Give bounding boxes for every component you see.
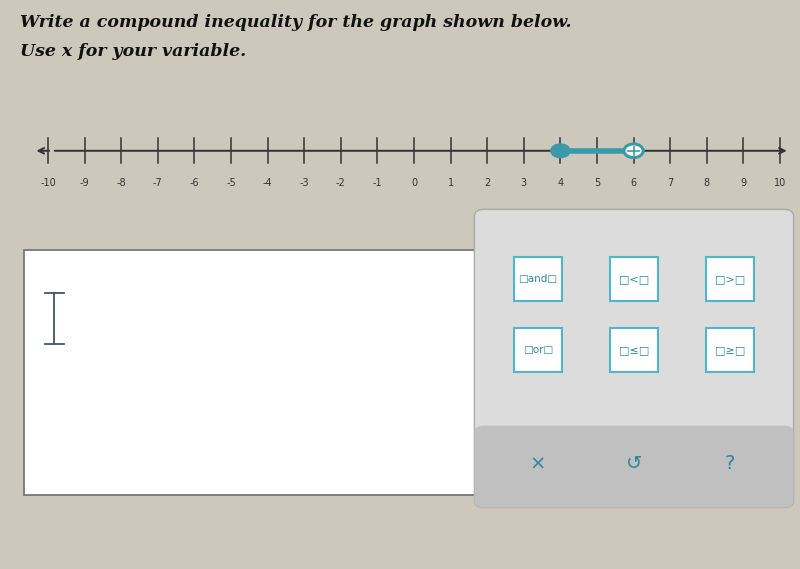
- Text: -9: -9: [80, 178, 90, 188]
- Text: ×: ×: [530, 454, 546, 473]
- FancyBboxPatch shape: [610, 257, 658, 301]
- Text: 5: 5: [594, 178, 600, 188]
- Circle shape: [550, 144, 570, 158]
- Text: ↺: ↺: [626, 454, 642, 473]
- FancyBboxPatch shape: [514, 328, 562, 372]
- Text: 7: 7: [667, 178, 674, 188]
- Text: □≥□: □≥□: [715, 345, 745, 355]
- Text: -5: -5: [226, 178, 236, 188]
- Text: □<□: □<□: [619, 274, 649, 284]
- Text: □and□: □and□: [518, 274, 558, 284]
- Text: 0: 0: [411, 178, 417, 188]
- FancyBboxPatch shape: [706, 257, 754, 301]
- Text: -1: -1: [373, 178, 382, 188]
- Text: 3: 3: [521, 178, 527, 188]
- Text: Write a compound inequality for the graph shown below.: Write a compound inequality for the grap…: [20, 14, 571, 31]
- Text: -3: -3: [299, 178, 309, 188]
- Text: □≤□: □≤□: [619, 345, 649, 355]
- Text: 4: 4: [558, 178, 563, 188]
- Text: -10: -10: [40, 178, 56, 188]
- Text: □>□: □>□: [715, 274, 745, 284]
- FancyBboxPatch shape: [474, 209, 794, 508]
- FancyBboxPatch shape: [24, 250, 476, 495]
- Text: □or□: □or□: [523, 345, 553, 355]
- FancyBboxPatch shape: [474, 426, 794, 508]
- Text: -7: -7: [153, 178, 162, 188]
- Text: ?: ?: [725, 454, 735, 473]
- Text: 8: 8: [704, 178, 710, 188]
- Text: 2: 2: [484, 178, 490, 188]
- Text: -8: -8: [116, 178, 126, 188]
- Text: 9: 9: [740, 178, 746, 188]
- Text: 6: 6: [630, 178, 637, 188]
- Text: 1: 1: [447, 178, 454, 188]
- FancyBboxPatch shape: [514, 257, 562, 301]
- FancyBboxPatch shape: [610, 328, 658, 372]
- Text: 10: 10: [774, 178, 786, 188]
- FancyBboxPatch shape: [706, 328, 754, 372]
- Text: -2: -2: [336, 178, 346, 188]
- Text: Use x for your variable.: Use x for your variable.: [20, 43, 246, 60]
- Circle shape: [624, 144, 643, 158]
- Text: -4: -4: [262, 178, 273, 188]
- Text: -6: -6: [190, 178, 199, 188]
